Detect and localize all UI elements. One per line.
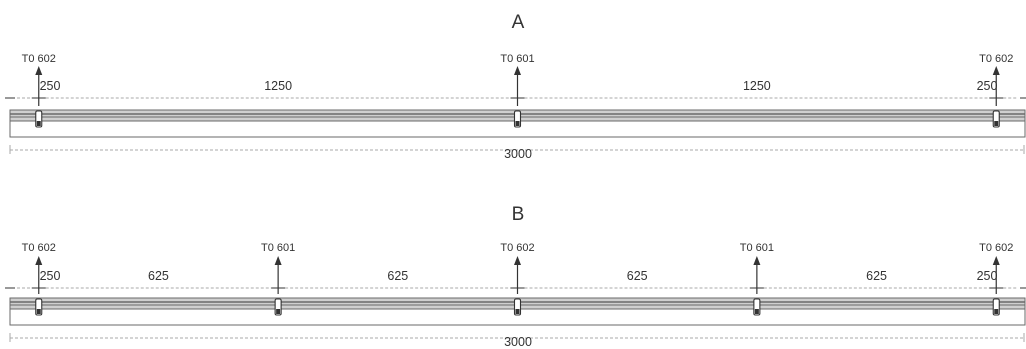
clamp-bolt xyxy=(754,309,759,314)
mount-point: T0 601 xyxy=(740,242,774,316)
rail-clamp xyxy=(992,110,1000,128)
clamp-bolt xyxy=(276,309,281,314)
mount-point: T0 602 xyxy=(22,53,56,128)
spacing-label: 250 xyxy=(977,269,998,283)
clamp-bolt xyxy=(515,121,520,126)
panel-a: A 250 1250 1250 250 T0 602 T0 601 T0 602 3000 xyxy=(5,12,1026,161)
arrow-up-icon xyxy=(35,66,43,106)
rail-clamp xyxy=(274,298,282,316)
spacing-label: 625 xyxy=(627,269,648,283)
spacing-label: 625 xyxy=(866,269,887,283)
arrow-up-icon xyxy=(753,256,761,294)
arrow-up-icon xyxy=(514,256,521,294)
mount-point: T0 602 xyxy=(979,53,1013,128)
total-dimension-line xyxy=(9,145,1025,154)
total-length-label: 3000 xyxy=(504,147,532,161)
rail-clamp xyxy=(35,110,43,128)
clamp-bolt xyxy=(515,309,520,314)
spacing-label: 1250 xyxy=(743,79,771,93)
panel-title: B xyxy=(512,204,525,225)
total-dimension-line xyxy=(9,333,1025,342)
mount-tag: T0 602 xyxy=(500,242,534,254)
mount-point: T0 602 xyxy=(22,242,56,316)
rail-clamp xyxy=(753,298,761,316)
arrow-head xyxy=(992,66,1000,75)
total-length-label: 3000 xyxy=(504,335,532,349)
mount-point: T0 602 xyxy=(979,242,1013,316)
arrow-up-icon xyxy=(992,256,1000,294)
clamp-bolt xyxy=(36,121,41,126)
clamp-bolt xyxy=(994,121,999,126)
spacing-label: 250 xyxy=(40,79,61,93)
mount-tag: T0 602 xyxy=(979,242,1013,254)
mount-point: T0 601 xyxy=(261,242,295,316)
spacing-label: 250 xyxy=(40,269,61,283)
mount-tag: T0 601 xyxy=(500,53,534,65)
arrow-head xyxy=(514,256,521,265)
arrow-head xyxy=(753,256,761,265)
mount-point: T0 601 xyxy=(500,53,535,128)
arrow-up-icon xyxy=(274,256,282,294)
panel-title: A xyxy=(512,12,525,33)
spacing-label: 250 xyxy=(977,79,998,93)
rail-clamp xyxy=(35,298,43,316)
mount-tag: T0 602 xyxy=(979,53,1013,65)
mount-point: T0 602 xyxy=(500,242,535,316)
panel-b: B 250 625 625 625 625 250 T0 602 T0 601 T0 602 T0 … xyxy=(5,204,1026,349)
arrow-head xyxy=(274,256,282,265)
mount-tag: T0 601 xyxy=(740,242,774,254)
clamp-bolt xyxy=(994,309,999,314)
clamp-bolt xyxy=(36,309,41,314)
mount-tag: T0 602 xyxy=(22,53,56,65)
spacing-label: 625 xyxy=(148,269,169,283)
rail-clamp xyxy=(992,298,1000,316)
spacing-label: 625 xyxy=(387,269,408,283)
spacing-label: 1250 xyxy=(264,79,292,93)
arrow-up-icon xyxy=(514,66,521,106)
rail-clamp xyxy=(513,298,522,316)
rail-clamp xyxy=(513,110,522,128)
arrow-head xyxy=(514,66,521,75)
arrow-up-icon xyxy=(992,66,1000,106)
mount-tag: T0 601 xyxy=(261,242,295,254)
mount-tag: T0 602 xyxy=(22,242,56,254)
arrow-up-icon xyxy=(35,256,43,294)
arrow-head xyxy=(35,66,43,75)
arrow-head xyxy=(992,256,1000,265)
arrow-head xyxy=(35,256,43,265)
